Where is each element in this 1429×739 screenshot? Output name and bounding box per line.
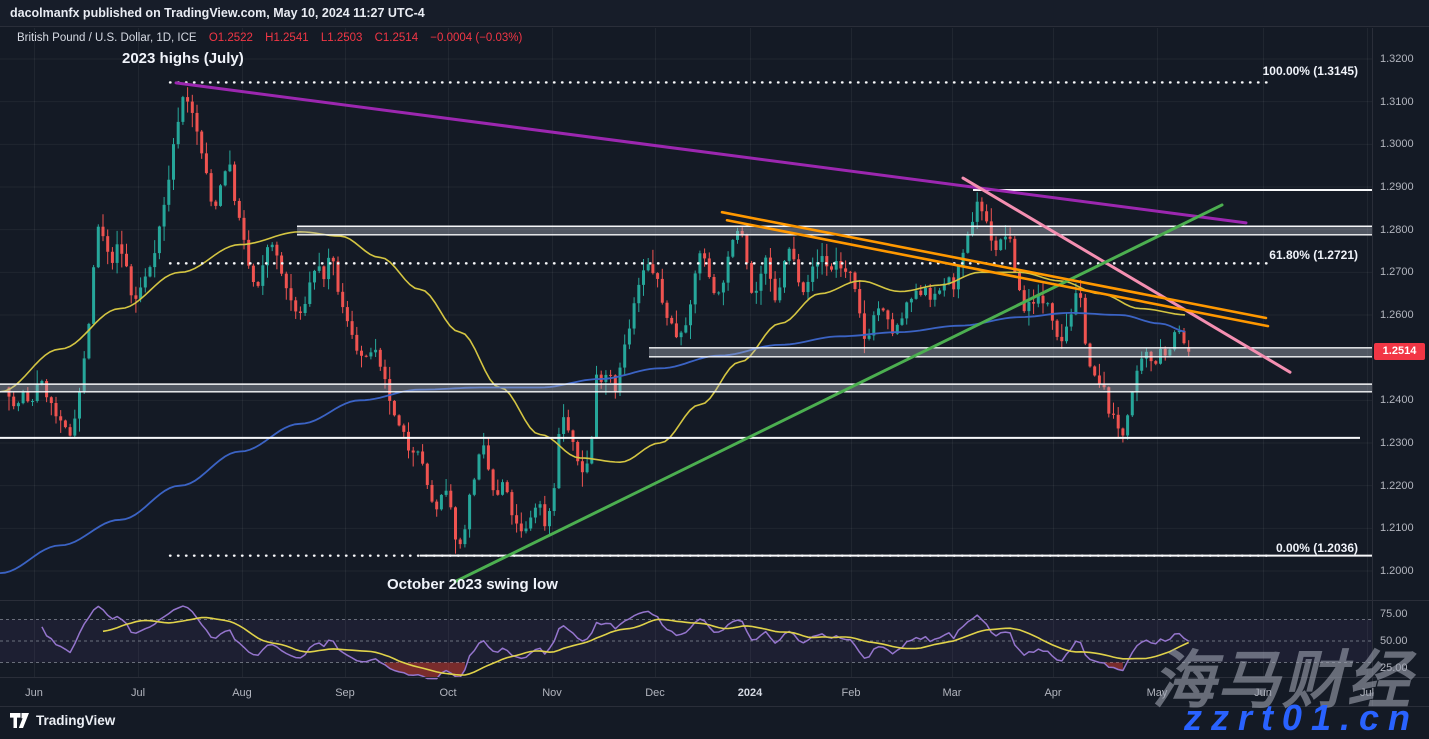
month-label-May: May xyxy=(1146,687,1168,699)
month-label-Apr: Apr xyxy=(1044,687,1062,699)
fib-label-0: 0.00% (1.2036) xyxy=(1275,541,1358,555)
month-label-Oct: Oct xyxy=(439,687,457,699)
month-label-Jun: Jun xyxy=(25,687,43,699)
price-tick-1.3200: 1.3200 xyxy=(1380,53,1414,65)
month-label-Jul: Jul xyxy=(130,687,146,699)
rsi-tick-75.00: 75.00 xyxy=(1380,608,1408,621)
ohlc-open: O1.2522 xyxy=(208,32,253,44)
fib-label-618: 61.80% (1.2721) xyxy=(1269,248,1358,262)
tradingview-logo xyxy=(10,713,29,728)
rsi-oversold-fill xyxy=(385,662,465,679)
publish-text: dacolmanfx published on TradingView.com,… xyxy=(10,6,425,20)
month-label-Feb: Feb xyxy=(841,687,861,699)
green-uptrend xyxy=(453,203,1224,584)
annotation-october-swing-low: October 2023 swing low xyxy=(387,576,558,593)
ohlc-close: C1.2514 xyxy=(374,32,419,44)
last-price-badge: 1.2514 xyxy=(1374,343,1425,361)
brand-text: TradingView xyxy=(36,713,116,728)
pink-downtrend xyxy=(961,176,1292,374)
month-label-Sep: Sep xyxy=(335,687,355,699)
month-label-Jun: Jun xyxy=(1254,687,1272,699)
rsi-line xyxy=(41,605,1190,680)
watermark-url: zzrt01.cn xyxy=(1183,697,1419,738)
price-tick-1.2100: 1.2100 xyxy=(1380,522,1414,535)
price-tick-1.2400: 1.2400 xyxy=(1380,394,1414,407)
symbol-title: British Pound / U.S. Dollar, 1D, ICE xyxy=(17,32,197,44)
watermark-cjk: 海马财经 xyxy=(1152,646,1412,716)
price-tick-1.3000: 1.3000 xyxy=(1380,138,1414,151)
support-zone-1.2430 xyxy=(0,384,1372,392)
price-tick-1.2600: 1.2600 xyxy=(1380,309,1414,321)
rsi-ma-line xyxy=(102,616,1190,676)
orange-channel-lower xyxy=(725,218,1270,328)
ohlc-low: L1.2503 xyxy=(320,32,363,44)
rsi-tick-50.00: 50.00 xyxy=(1380,635,1408,647)
price-tick-1.2200: 1.2200 xyxy=(1380,479,1414,492)
ohlc-high: H1.2541 xyxy=(265,32,309,44)
pivot-zone-1.2510 xyxy=(649,347,1372,357)
month-label-Aug: Aug xyxy=(232,687,252,699)
price-tick-1.2300: 1.2300 xyxy=(1380,437,1414,449)
price-tick-1.2000: 1.2000 xyxy=(1380,565,1414,577)
orange-channel-upper xyxy=(720,210,1268,320)
price-tick-1.2800: 1.2800 xyxy=(1380,223,1414,236)
rsi-tick-25.00: 25.00 xyxy=(1380,661,1408,674)
month-label-Dec: Dec xyxy=(645,687,665,699)
publish-bar: dacolmanfx published on TradingView.com,… xyxy=(0,0,1429,27)
fib-label-100: 100.00% (1.3145) xyxy=(1262,64,1358,78)
annotation-2023-highs: 2023 highs (July) xyxy=(122,50,244,67)
price-tick-1.3100: 1.3100 xyxy=(1380,95,1414,108)
ma-slow-line xyxy=(0,312,1186,574)
ohlc-change: −0.0004 (−0.03%) xyxy=(430,32,523,44)
purple-downtrend xyxy=(174,81,1248,225)
symbol-info-bar[interactable]: British Pound / U.S. Dollar, 1D, ICE O1.… xyxy=(17,32,531,44)
resistance-zone-1.2800 xyxy=(297,226,1372,235)
month-label-Nov: Nov xyxy=(542,687,562,699)
month-label-2024: 2024 xyxy=(737,687,763,699)
footer-brand[interactable]: TradingView xyxy=(10,713,115,728)
price-tick-1.2700: 1.2700 xyxy=(1380,266,1414,279)
month-label-Jul: Jul xyxy=(1359,687,1375,699)
price-tick-1.2900: 1.2900 xyxy=(1380,181,1414,193)
month-label-Mar: Mar xyxy=(942,687,962,699)
